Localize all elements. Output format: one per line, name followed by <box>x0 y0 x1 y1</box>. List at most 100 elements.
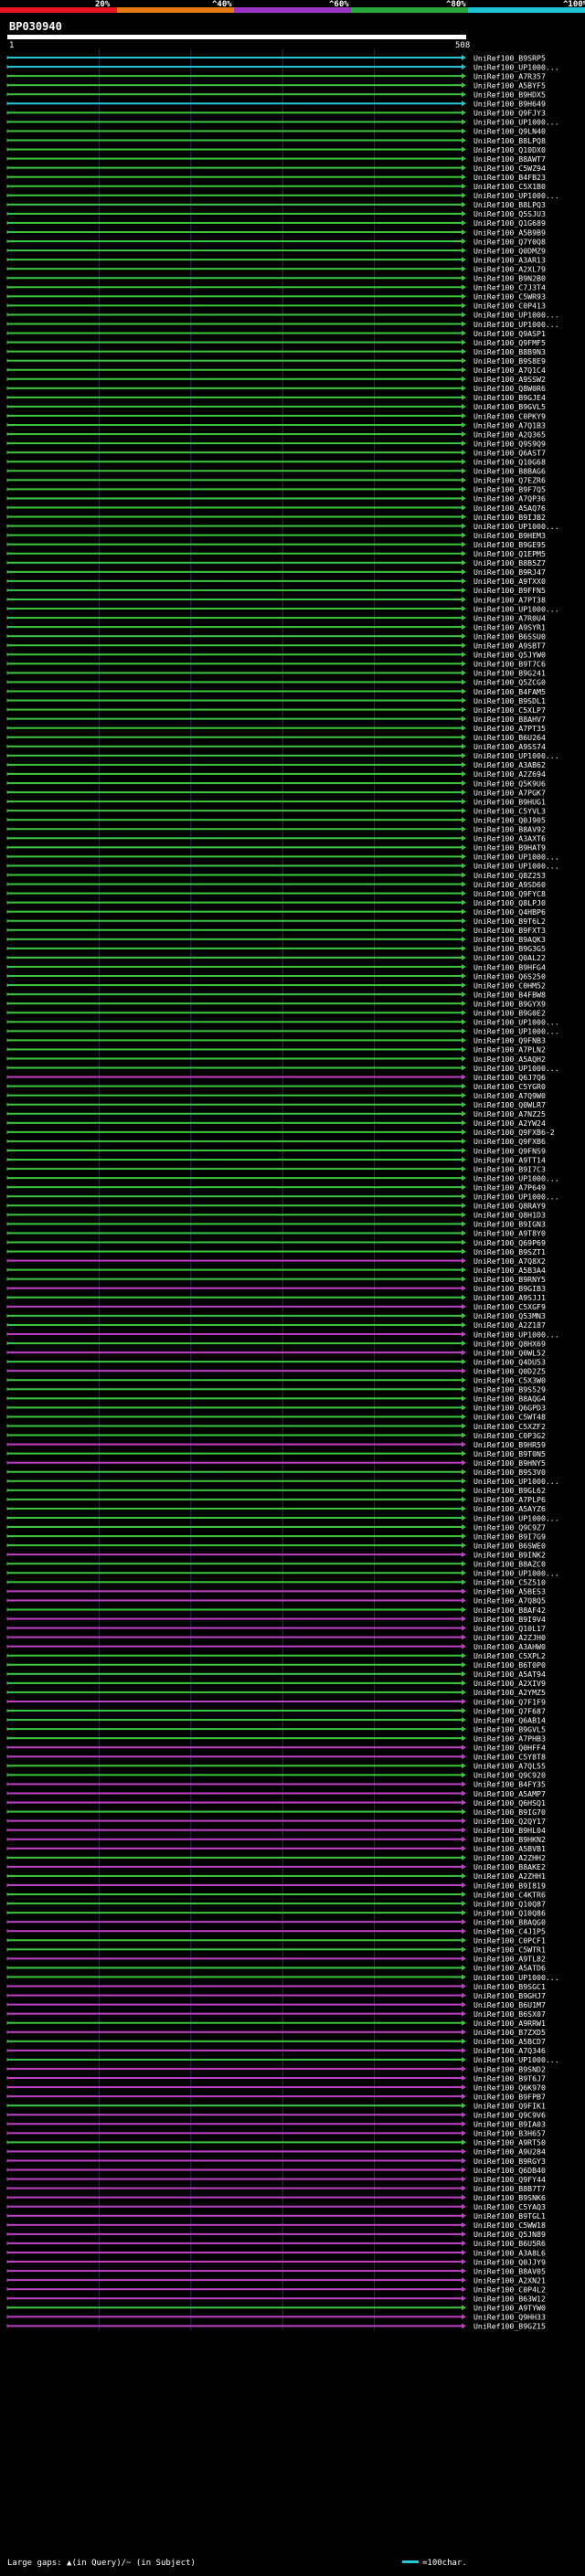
hit-label[interactable]: UniRef100_Q6S250 <box>473 971 546 981</box>
hit-label[interactable]: UniRef100_Q9FNB3 <box>473 1036 546 1045</box>
hit-label[interactable]: UniRef100_C5Y8T8 <box>473 1753 546 1762</box>
hit-label[interactable]: UniRef100_A7P649 <box>473 1182 546 1192</box>
hit-label[interactable]: UniRef100_Q9FMF5 <box>473 338 546 347</box>
hit-label[interactable]: UniRef100_B9GE95 <box>473 540 546 549</box>
hit-label[interactable]: UniRef100_B9G3G5 <box>473 944 546 953</box>
hit-label[interactable]: UniRef100_A7PT35 <box>473 724 546 733</box>
hit-label[interactable]: UniRef100_B4FB23 <box>473 173 546 182</box>
hit-label[interactable]: UniRef100_Q6J7Q6 <box>473 1073 546 1082</box>
hit-label[interactable]: UniRef100_A5AQ76 <box>473 504 546 513</box>
hit-label[interactable]: UniRef100_B9S3V0 <box>473 1468 546 1477</box>
hit-label[interactable]: UniRef100_Q0HFF4 <box>473 1744 546 1753</box>
hit-label[interactable]: UniRef100_A7PHB3 <box>473 1733 546 1743</box>
hit-label[interactable]: UniRef100_A3AB62 <box>473 760 546 769</box>
hit-label[interactable]: UniRef100_B8LPQ3 <box>473 200 546 209</box>
hit-label[interactable]: UniRef100_A7PLP6 <box>473 1495 546 1504</box>
hit-label[interactable]: UniRef100_B9GJE4 <box>473 393 546 402</box>
hit-label[interactable]: UniRef100_A2Q365 <box>473 429 546 439</box>
hit-label[interactable]: UniRef100_A9SD60 <box>473 880 546 889</box>
hit-label[interactable]: UniRef100_A2ZHH1 <box>473 1871 546 1881</box>
hit-label[interactable]: UniRef100_A5AMP7 <box>473 1789 546 1798</box>
hit-label[interactable]: UniRef100_A3A8L6 <box>473 2248 546 2257</box>
hit-label[interactable]: UniRef100_B9HKN2 <box>473 1835 546 1844</box>
hit-label[interactable]: UniRef100_B9IA03 <box>473 2120 546 2129</box>
hit-label[interactable]: UniRef100_B9RGY3 <box>473 2157 546 2166</box>
hit-label[interactable]: UniRef100_B9F7Q5 <box>473 485 546 494</box>
hit-label[interactable]: UniRef100_B9N2B0 <box>473 274 546 283</box>
hit-label[interactable]: UniRef100_B9GVL5 <box>473 402 546 411</box>
hit-label[interactable]: UniRef100_A7Q8X2 <box>473 1256 546 1266</box>
hit-label[interactable]: UniRef100_UP1000... <box>473 853 559 862</box>
hit-label[interactable]: UniRef100_A2Z187 <box>473 1320 546 1330</box>
hit-label[interactable]: UniRef100_B9IG70 <box>473 1807 546 1817</box>
hit-label[interactable]: UniRef100_Q0WL52 <box>473 1348 546 1357</box>
hit-label[interactable]: UniRef100_A9SS74 <box>473 742 546 751</box>
hit-label[interactable]: UniRef100_A5BYF5 <box>473 80 546 90</box>
hit-label[interactable]: UniRef100_B9GVL5 <box>473 1724 546 1733</box>
hit-label[interactable]: UniRef100_B9SND2 <box>473 2064 546 2073</box>
hit-label[interactable]: UniRef100_Q5JYW0 <box>473 651 546 660</box>
hit-label[interactable]: UniRef100_B9I7G9 <box>473 1532 546 1541</box>
hit-label[interactable]: UniRef100_Q6GPD3 <box>473 1404 546 1413</box>
hit-label[interactable]: UniRef100_A5ATD6 <box>473 1964 546 1973</box>
hit-label[interactable]: UniRef100_A2ZHH2 <box>473 1853 546 1862</box>
hit-label[interactable]: UniRef100_UP1000... <box>473 1027 559 1036</box>
hit-label[interactable]: UniRef100_B9SDL1 <box>473 696 546 705</box>
hit-label[interactable]: UniRef100_UP1000... <box>473 311 559 320</box>
hit-label[interactable]: UniRef100_A9TYW0 <box>473 2304 546 2313</box>
hit-label[interactable]: UniRef100_UP1000... <box>473 1330 559 1339</box>
hit-label[interactable]: UniRef100_B8AQG0 <box>473 1917 546 1926</box>
hit-label[interactable]: UniRef100_A7Q346 <box>473 2046 546 2055</box>
hit-label[interactable]: UniRef100_Q8LPJ0 <box>473 898 546 907</box>
hit-label[interactable]: UniRef100_B6T0P0 <box>473 1660 546 1670</box>
hit-label[interactable]: UniRef100_B9RNY5 <box>473 1275 546 1284</box>
hit-label[interactable]: UniRef100_B9S8E9 <box>473 356 546 366</box>
hit-label[interactable]: UniRef100_Q1G689 <box>473 218 546 228</box>
hit-label[interactable]: UniRef100_A5AYZ6 <box>473 1504 546 1513</box>
hit-label[interactable]: UniRef100_Q6DB40 <box>473 2166 546 2175</box>
hit-label[interactable]: UniRef100_B9T7C6 <box>473 660 546 669</box>
hit-label[interactable]: UniRef100_B6SSU0 <box>473 631 546 641</box>
hit-label[interactable]: UniRef100_B8AQG4 <box>473 1394 546 1404</box>
hit-label[interactable]: UniRef100_A7Q8Q5 <box>473 1596 546 1606</box>
hit-label[interactable]: UniRef100_A9SBT7 <box>473 641 546 651</box>
hit-label[interactable]: UniRef100_B9G0E2 <box>473 1009 546 1018</box>
hit-label[interactable]: UniRef100_UP1000... <box>473 751 559 760</box>
hit-label[interactable]: UniRef100_B6U264 <box>473 733 546 742</box>
hit-label[interactable]: UniRef100_UP1000... <box>473 1513 559 1522</box>
hit-label[interactable]: UniRef100_A2YMZ5 <box>473 1688 546 1697</box>
hit-label[interactable]: UniRef100_B9INK2 <box>473 1550 546 1559</box>
hit-label[interactable]: UniRef100_B9RJ47 <box>473 567 546 577</box>
hit-label[interactable]: UniRef100_A7R0U4 <box>473 613 546 622</box>
hit-label[interactable]: UniRef100_UP1000... <box>473 862 559 871</box>
hit-label[interactable]: UniRef100_UP1000... <box>473 1477 559 1486</box>
hit-label[interactable]: UniRef100_Q7Y0Q8 <box>473 237 546 246</box>
hit-label[interactable]: UniRef100_C0P413 <box>473 302 546 311</box>
hit-label[interactable]: UniRef100_B8B7T7 <box>473 2184 546 2193</box>
hit-label[interactable]: UniRef100_A5BCD7 <box>473 2037 546 2046</box>
hit-label[interactable]: UniRef100_B9FFN5 <box>473 586 546 595</box>
hit-label[interactable]: UniRef100_Q0J905 <box>473 815 546 824</box>
hit-label[interactable]: UniRef100_Q9FNS9 <box>473 1146 546 1155</box>
hit-label[interactable]: UniRef100_C5XLP7 <box>473 705 546 715</box>
hit-label[interactable]: UniRef100_B8AKE2 <box>473 1862 546 1871</box>
hit-label[interactable]: UniRef100_Q10G68 <box>473 458 546 467</box>
hit-label[interactable]: UniRef100_Q6AB14 <box>473 1715 546 1724</box>
hit-label[interactable]: UniRef100_B9SNK6 <box>473 2193 546 2202</box>
hit-label[interactable]: UniRef100_A3AHW0 <box>473 1642 546 1651</box>
hit-label[interactable]: UniRef100_Q9S9Q9 <box>473 439 546 448</box>
hit-label[interactable]: UniRef100_C5X1B0 <box>473 182 546 191</box>
hit-label[interactable]: UniRef100_Q9FIK1 <box>473 2101 546 2110</box>
hit-label[interactable]: UniRef100_A9SSW2 <box>473 375 546 384</box>
hit-label[interactable]: UniRef100_A9TL82 <box>473 1955 546 1964</box>
hit-label[interactable]: UniRef100_Q8HX69 <box>473 1339 546 1348</box>
hit-label[interactable]: UniRef100_A5BES3 <box>473 1587 546 1596</box>
hit-label[interactable]: UniRef100_UP1000... <box>473 1018 559 1027</box>
hit-label[interactable]: UniRef100_C0P3G2 <box>473 1431 546 1440</box>
hit-label[interactable]: UniRef100_C5WW18 <box>473 2221 546 2230</box>
hit-label[interactable]: UniRef100_Q10DX0 <box>473 145 546 154</box>
hit-label[interactable]: UniRef100_B9GL62 <box>473 1486 546 1495</box>
hit-label[interactable]: UniRef100_Q4DU53 <box>473 1357 546 1366</box>
hit-label[interactable]: UniRef100_Q53MN3 <box>473 1311 546 1320</box>
hit-label[interactable]: UniRef100_UP1000... <box>473 1173 559 1182</box>
